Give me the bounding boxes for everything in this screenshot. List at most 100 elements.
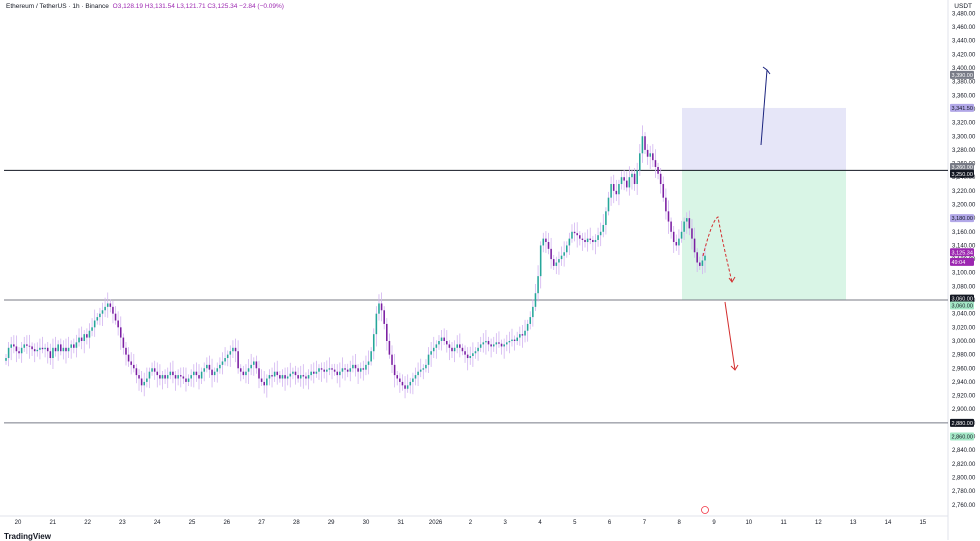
candle-body <box>203 368 206 372</box>
candle-body <box>273 371 276 377</box>
candle-body <box>93 320 96 328</box>
candle-body <box>537 276 539 294</box>
candle-body <box>383 310 385 324</box>
candle-body <box>451 347 453 352</box>
candle-body <box>427 354 430 365</box>
y-tick-label: 3,400.00 <box>952 66 976 72</box>
candle-body <box>605 211 607 225</box>
candle-body <box>579 235 581 239</box>
x-tick-label: 28 <box>293 520 300 526</box>
candle-body <box>623 177 625 181</box>
y-tick-label: 2,920.00 <box>952 394 976 400</box>
candle-body <box>292 371 294 374</box>
candle-body <box>430 351 432 355</box>
candle-body <box>59 344 62 352</box>
candle-body <box>534 293 537 307</box>
candle-body <box>586 238 589 243</box>
candle-body <box>341 368 344 372</box>
candle-body <box>122 337 125 348</box>
candle-body <box>482 342 485 345</box>
y-tick-label: 3,440.00 <box>952 39 976 45</box>
candle-body <box>153 368 156 372</box>
candle-body <box>15 346 18 352</box>
price-tag-bg <box>950 432 974 441</box>
candle-body <box>307 375 310 379</box>
candle-body <box>545 238 547 243</box>
candle-body <box>362 368 365 370</box>
candle-body <box>688 218 691 229</box>
candle-body <box>318 368 320 372</box>
candle-body <box>672 231 675 243</box>
candle-body <box>26 344 28 346</box>
candle-body <box>691 228 693 239</box>
candle-body <box>584 239 586 243</box>
y-tick-label: 3,080.00 <box>952 284 976 290</box>
candle-body <box>625 180 628 188</box>
candle-body <box>633 173 636 185</box>
candle-body <box>331 368 333 370</box>
candle-body <box>399 378 401 382</box>
candle-body <box>594 239 597 243</box>
candle-body <box>7 347 10 359</box>
symbol-label[interactable]: Ethereum / TetherUS · 1h · Binance <box>6 3 109 10</box>
candle-body <box>177 375 179 379</box>
candle-body <box>315 371 318 374</box>
candle-body <box>524 330 526 336</box>
candle-body <box>281 375 284 379</box>
y-tick-label: 2,980.00 <box>952 353 976 359</box>
candle-body <box>10 344 12 348</box>
candle-body <box>276 371 279 376</box>
y-tick-label: 3,320.00 <box>952 121 976 127</box>
candle-body <box>521 334 524 336</box>
candle-body <box>466 354 469 359</box>
candle-body <box>219 364 221 369</box>
y-tick-label: 3,020.00 <box>952 325 976 331</box>
x-tick-label: 23 <box>119 520 126 526</box>
candle-body <box>279 375 281 379</box>
candle-body <box>284 375 286 379</box>
chart-legend: Ethereum / TetherUS · 1h · Binance O3,12… <box>6 3 284 10</box>
price-tag: 3,060.00 <box>952 297 973 303</box>
x-tick-label: 21 <box>49 520 56 526</box>
candle-body <box>239 368 242 372</box>
currency-label[interactable]: USDT <box>954 3 972 10</box>
candle-body <box>490 344 492 347</box>
candle-body <box>646 149 649 157</box>
candle-body <box>271 375 273 377</box>
x-tick-label: 3 <box>504 520 508 526</box>
candle-body <box>693 238 696 253</box>
x-tick-label: 30 <box>363 520 370 526</box>
price-tag-bg <box>950 301 974 310</box>
candle-body <box>563 252 565 256</box>
candle-body <box>555 262 558 266</box>
candle-body <box>75 342 78 348</box>
candle-body <box>182 376 185 379</box>
candle-body <box>294 371 297 376</box>
candle-body <box>237 351 239 369</box>
price-tag-bg <box>950 418 974 427</box>
candle-body <box>662 184 665 198</box>
candle-body <box>639 153 641 171</box>
candle-body <box>49 351 52 359</box>
candle-body <box>117 320 119 328</box>
candle-body <box>166 375 169 379</box>
candle-body <box>344 368 346 370</box>
x-tick-label: 22 <box>84 520 91 526</box>
candle-body <box>636 170 638 185</box>
x-tick-label: 24 <box>154 520 161 526</box>
candle-body <box>161 375 164 379</box>
candle-body <box>492 344 495 347</box>
x-tick-label: 26 <box>223 520 230 526</box>
candle-body <box>565 245 568 253</box>
candle-body <box>36 349 39 352</box>
candle-body <box>539 245 542 277</box>
candle-body <box>589 238 592 240</box>
y-tick-label: 3,220.00 <box>952 189 976 195</box>
candle-body <box>70 344 72 348</box>
y-tick-label: 3,140.00 <box>952 243 976 249</box>
candle-body <box>487 340 490 345</box>
x-tick-label: 25 <box>189 520 196 526</box>
candle-body <box>550 248 552 260</box>
candle-body <box>495 342 498 345</box>
